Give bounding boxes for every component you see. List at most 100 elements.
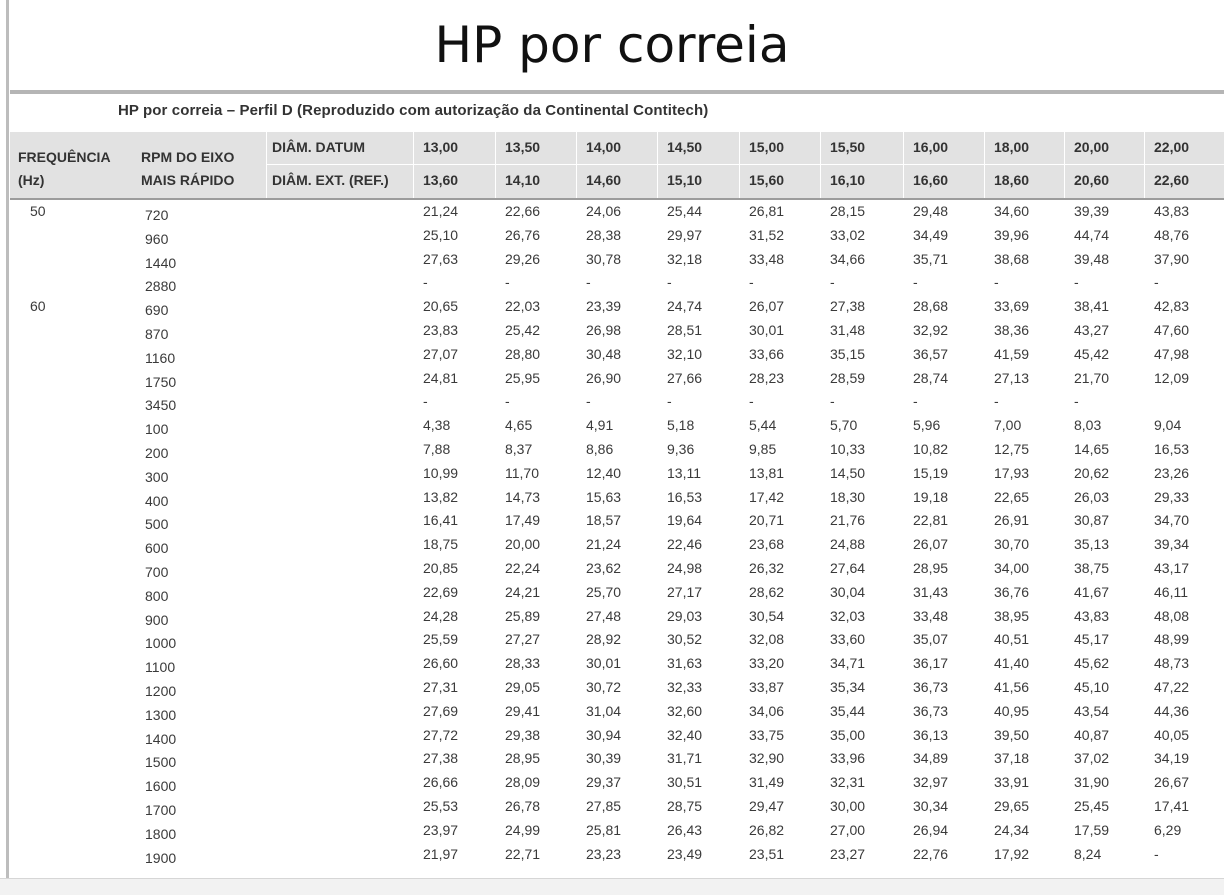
cell-hp-value: 30,00 (830, 798, 866, 814)
cell-hp-value: 28,62 (749, 584, 785, 600)
cell-frequencia: 60 (30, 298, 46, 314)
cell-hp-value: - (749, 274, 754, 290)
cell-hp-value: - (586, 274, 591, 290)
cell-hp-value: 45,42 (1074, 346, 1110, 362)
cell-hp-value: 28,80 (505, 346, 541, 362)
cell-hp-value: 27,72 (423, 727, 459, 743)
cell-hp-value: 39,96 (994, 227, 1030, 243)
cell-hp-value: 22,71 (505, 846, 541, 862)
cell-hp-value: 15,19 (913, 465, 949, 481)
cell-hp-value: 22,76 (913, 846, 949, 862)
cell-hp-value: 26,60 (423, 655, 459, 671)
header-datum-value: 20,00 (1074, 139, 1110, 155)
cell-hp-value: 24,98 (667, 560, 703, 576)
cell-hp-value: 26,07 (913, 536, 949, 552)
cell-hp-value: 27,27 (505, 631, 541, 647)
cell-rpm: 1100 (145, 659, 176, 675)
cell-hp-value: 27,13 (994, 370, 1030, 386)
cell-hp-value: 30,01 (749, 322, 785, 338)
cell-hp-value: 32,40 (667, 727, 703, 743)
header-frequencia: FREQUÊNCIA (18, 149, 111, 165)
header-column-separator (903, 132, 904, 198)
cell-hp-value: 26,81 (749, 203, 785, 219)
cell-rpm: 500 (145, 516, 169, 532)
cell-hp-value: 29,47 (749, 798, 785, 814)
cell-hp-value: 38,75 (1074, 560, 1110, 576)
header-column-separator (576, 132, 577, 198)
cell-hp-value: 32,31 (830, 774, 866, 790)
cell-rpm: 300 (145, 469, 169, 485)
header-frequencia-unit: (Hz) (18, 172, 45, 188)
cell-hp-value: - (586, 393, 591, 409)
cell-hp-value: 17,93 (994, 465, 1030, 481)
cell-hp-value: 25,42 (505, 322, 541, 338)
cell-hp-value: - (994, 274, 999, 290)
cell-hp-value: 14,50 (830, 465, 866, 481)
header-ext-value: 16,10 (830, 172, 866, 188)
header-column-separator (1144, 132, 1145, 198)
cell-hp-value: 8,03 (1074, 417, 1102, 433)
cell-rpm: 200 (145, 445, 169, 461)
cell-hp-value: 21,70 (1074, 370, 1110, 386)
cell-hp-value: 35,15 (830, 346, 866, 362)
cell-hp-value: 26,78 (505, 798, 541, 814)
cell-rpm: 1400 (145, 731, 177, 747)
cell-rpm: 690 (145, 302, 169, 318)
cell-hp-value: 35,00 (830, 727, 866, 743)
cell-hp-value: 28,51 (667, 322, 703, 338)
cell-hp-value: 23,26 (1154, 465, 1190, 481)
cell-rpm: 1000 (145, 635, 177, 651)
cell-hp-value: 32,03 (830, 608, 866, 624)
cell-rpm: 720 (145, 207, 169, 223)
cell-rpm: 1600 (145, 778, 177, 794)
cell-hp-value: 24,81 (423, 370, 459, 386)
cell-hp-value: 16,53 (667, 489, 703, 505)
cell-hp-value: 4,91 (586, 417, 614, 433)
cell-hp-value: 41,40 (994, 655, 1030, 671)
cell-hp-value: 26,76 (505, 227, 541, 243)
cell-hp-value: 31,04 (586, 703, 622, 719)
cell-hp-value: 33,60 (830, 631, 866, 647)
cell-hp-value: 29,41 (505, 703, 541, 719)
cell-hp-value: 33,02 (830, 227, 866, 243)
cell-hp-value: 7,00 (994, 417, 1022, 433)
header-column-separator (820, 132, 821, 198)
cell-hp-value: 35,13 (1074, 536, 1110, 552)
cell-hp-value: 46,11 (1154, 584, 1188, 600)
cell-hp-value: 48,08 (1154, 608, 1190, 624)
cell-hp-value: - (1154, 274, 1159, 290)
cell-rpm: 800 (145, 588, 169, 604)
cell-hp-value: 18,30 (830, 489, 866, 505)
header-datum-value: 16,00 (913, 139, 949, 155)
header-column-separator (739, 132, 740, 198)
cell-hp-value: 28,68 (913, 298, 949, 314)
cell-hp-value: 25,95 (505, 370, 541, 386)
cell-hp-value: 27,66 (667, 370, 703, 386)
cell-hp-value: 26,67 (1154, 774, 1190, 790)
cell-hp-value: 32,33 (667, 679, 703, 695)
cell-hp-value: 32,10 (667, 346, 703, 362)
cell-hp-value: 13,81 (749, 465, 785, 481)
cell-hp-value: 13,82 (423, 489, 459, 505)
cell-hp-value: 48,73 (1154, 655, 1190, 671)
header-ext-value: 14,10 (505, 172, 541, 188)
cell-rpm: 1750 (145, 374, 177, 390)
cell-hp-value: 37,90 (1154, 251, 1190, 267)
cell-hp-value: 26,07 (749, 298, 785, 314)
cell-hp-value: 40,95 (994, 703, 1030, 719)
cell-hp-value: 38,95 (994, 608, 1030, 624)
cell-hp-value: 34,00 (994, 560, 1030, 576)
slide-title: HP por correia (434, 16, 790, 74)
cell-hp-value: 28,33 (505, 655, 541, 671)
cell-hp-value: 34,66 (830, 251, 866, 267)
cell-rpm: 400 (145, 493, 169, 509)
header-datum-value: 13,50 (505, 139, 541, 155)
cell-hp-value: 43,17 (1154, 560, 1190, 576)
cell-hp-value: 26,66 (423, 774, 459, 790)
cell-hp-value: 33,91 (994, 774, 1030, 790)
cell-hp-value: 36,73 (913, 679, 949, 695)
cell-hp-value: 17,42 (749, 489, 785, 505)
cell-hp-value: 18,75 (423, 536, 459, 552)
cell-rpm: 1700 (145, 802, 177, 818)
cell-hp-value: 30,04 (830, 584, 866, 600)
